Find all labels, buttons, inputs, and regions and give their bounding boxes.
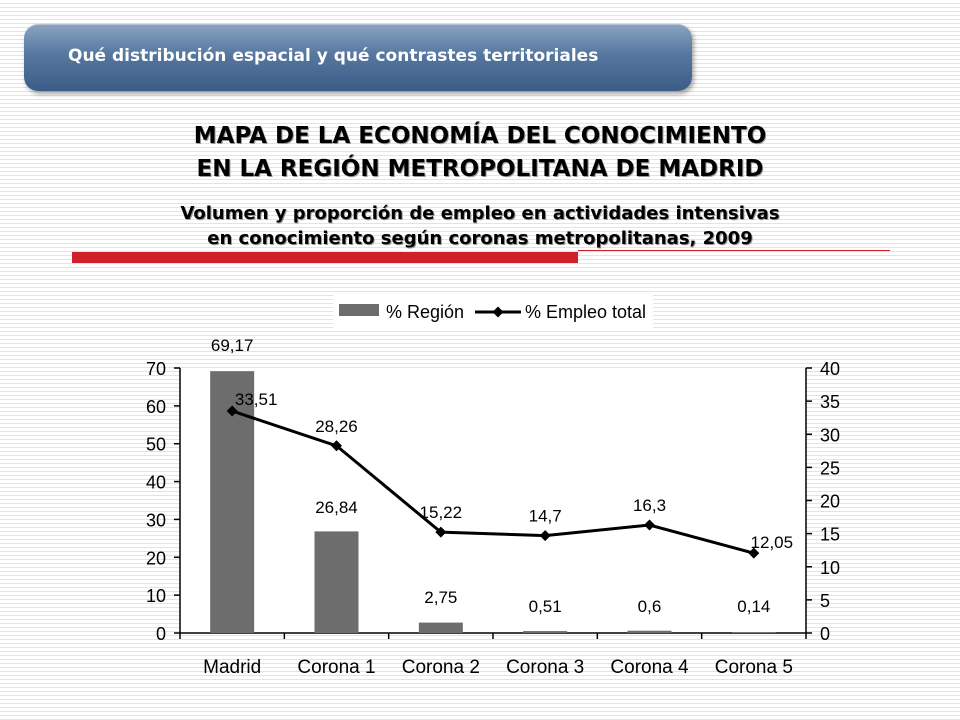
bar [418, 622, 463, 633]
y-left-tick-label: 50 [146, 435, 166, 455]
line-data-label: 14,7 [529, 507, 562, 526]
bar [523, 631, 568, 633]
y-left-tick-label: 0 [156, 624, 166, 644]
y-right-tick-label: 15 [820, 525, 840, 545]
x-tick-label: Corona 3 [506, 657, 584, 678]
chart-subtitle-line-1: Volumen y proporción de empleo en activi… [180, 203, 780, 224]
bar-data-label: 0,6 [638, 597, 662, 616]
y-left-tick-label: 20 [146, 548, 166, 568]
line-marker [539, 530, 551, 542]
y-right-tick-label: 5 [820, 591, 830, 611]
y-right-tick-label: 35 [820, 392, 840, 412]
line-marker [226, 405, 238, 417]
bar-data-label: 26,84 [315, 498, 358, 517]
x-tick-label: Corona 1 [297, 657, 375, 678]
line-data-label: 28,26 [315, 417, 358, 436]
y-right-tick-label: 0 [820, 624, 830, 644]
page-title-line-1: MAPA DE LA ECONOMÍA DEL CONOCIMIENTO [193, 123, 767, 149]
line-data-label: 12,05 [751, 533, 794, 552]
bar [627, 630, 672, 633]
legend-label-line: % Empleo total [525, 302, 646, 322]
x-tick-label: Corona 2 [402, 657, 480, 678]
plot-area [180, 368, 806, 633]
accent-bar [72, 252, 578, 263]
bar [731, 632, 776, 633]
y-right-tick-label: 25 [820, 458, 840, 478]
bar-data-label: 0,51 [529, 597, 562, 616]
y-left-tick-label: 60 [146, 397, 166, 417]
legend-swatch-marker [492, 306, 504, 318]
line-marker [748, 547, 760, 559]
line-marker [331, 440, 342, 452]
legend-label-bar: % Región [386, 302, 464, 322]
x-tick-label: Corona 4 [610, 657, 689, 678]
bar [314, 531, 359, 633]
y-right-tick-label: 30 [820, 425, 840, 445]
y-right-tick-label: 20 [820, 492, 840, 512]
y-right-tick-label: 10 [820, 558, 840, 578]
line-data-label: 15,22 [420, 503, 463, 522]
line-marker [435, 526, 447, 538]
page-title-line-2: EN LA REGIÓN METROPOLITANA DE MADRID [196, 156, 764, 182]
line-data-label: 16,3 [633, 496, 666, 515]
y-right-tick-label: 40 [820, 359, 840, 379]
accent-line [578, 250, 890, 251]
x-tick-label: Corona 5 [715, 657, 793, 678]
line-marker [644, 519, 655, 531]
legend-swatch-bar [339, 304, 379, 316]
y-left-tick-label: 70 [146, 359, 166, 379]
bar-data-label: 2,75 [424, 588, 457, 607]
section-banner [24, 24, 692, 91]
line-series [231, 409, 755, 555]
line-data-label: 33,51 [235, 390, 278, 409]
y-left-tick-label: 10 [146, 586, 166, 606]
chart-subtitle-line-2: en conocimiento según coronas metropolit… [207, 228, 753, 249]
section-banner-text: Qué distribución espacial y qué contrast… [68, 46, 599, 66]
y-left-tick-label: 30 [146, 510, 166, 530]
y-left-tick-label: 40 [146, 473, 166, 493]
bar-data-label: 0,14 [737, 597, 770, 616]
x-tick-label: Madrid [203, 657, 261, 678]
bar-data-label: 69,17 [211, 336, 254, 355]
